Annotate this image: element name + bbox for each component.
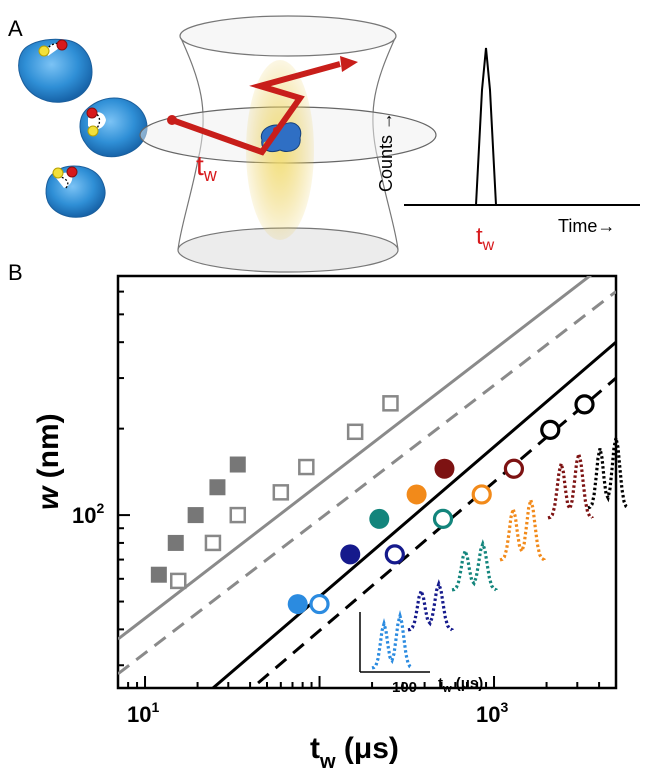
- counts-axis-label: Counts →: [376, 112, 396, 192]
- filled-square-marker-1: [150, 566, 167, 583]
- open-square-marker-1: [169, 572, 187, 590]
- trap-illustration: tw: [139, 15, 437, 273]
- x-tick-label-2: 103: [476, 699, 508, 727]
- filled-circle-marker-4: [406, 484, 427, 505]
- inset-histogram-5: [547, 453, 594, 520]
- inset-histogram-4: [499, 493, 546, 562]
- open-square-marker-4: [272, 484, 290, 501]
- open-circle-marker-3: [432, 508, 454, 529]
- open-square-marker-6: [346, 423, 364, 441]
- open-circle-marker-1: [309, 593, 330, 615]
- fit-line-1: [118, 276, 593, 641]
- x-axis-title: tw (μs): [310, 732, 399, 773]
- open-square-marker-3: [229, 506, 247, 524]
- fit-lines: [118, 276, 616, 688]
- filled-circle-marker-1: [287, 594, 308, 615]
- inset-histogram-6: [587, 437, 630, 510]
- axis-ticks: 101 103 102: [72, 290, 617, 727]
- data-markers: [150, 394, 595, 615]
- open-circle-marker-4: [471, 484, 492, 505]
- counts-trace: Counts → Time→ tw: [376, 47, 640, 254]
- y-axis-title: w (nm): [32, 413, 65, 510]
- open-circle-marker-2: [384, 544, 405, 565]
- open-circle-marker-7: [574, 394, 595, 415]
- inset-histogram-2: [407, 579, 454, 632]
- filled-circle-marker-5: [434, 458, 455, 479]
- filled-square-marker-2: [167, 534, 184, 551]
- protein-molecule-1: [18, 38, 93, 103]
- y-tick-label-1: 102: [72, 500, 104, 528]
- filled-square-marker-5: [229, 456, 246, 473]
- filled-square-marker-3: [187, 507, 204, 524]
- filled-square-marker-4: [209, 479, 226, 496]
- open-square-marker-2: [204, 534, 222, 552]
- open-square-marker-5: [298, 458, 315, 476]
- time-axis-label: Time→: [558, 216, 615, 236]
- open-square-marker-7: [382, 395, 399, 412]
- inset-histograms: 100 tw (μs): [359, 437, 630, 696]
- panel-b: B 100 tw (μs) 101 103 102 tw (μs) w (nm): [8, 260, 630, 773]
- protein-molecule-3: [45, 165, 106, 218]
- protein-molecule-2: [79, 97, 148, 158]
- filled-circle-marker-3: [369, 508, 390, 529]
- plot-frame: [116, 274, 618, 690]
- panel-a-label: A: [8, 16, 23, 41]
- fit-line-4: [249, 376, 616, 688]
- open-circle-marker-5: [503, 458, 525, 479]
- fit-line-2: [118, 290, 616, 676]
- x-tick-label-1: 101: [127, 699, 159, 727]
- panel-b-label: B: [8, 260, 23, 285]
- filled-circle-marker-2: [340, 544, 361, 565]
- inset-histogram-3: [451, 539, 498, 592]
- open-circle-marker-6: [540, 419, 561, 440]
- panel-a: A: [8, 15, 640, 273]
- trap-t-label: tw: [196, 150, 218, 185]
- inset-histogram-1: [371, 610, 414, 670]
- fit-line-3: [210, 341, 616, 688]
- burst-t-label: tw: [476, 223, 495, 254]
- inset-scale-label: 100: [392, 679, 417, 696]
